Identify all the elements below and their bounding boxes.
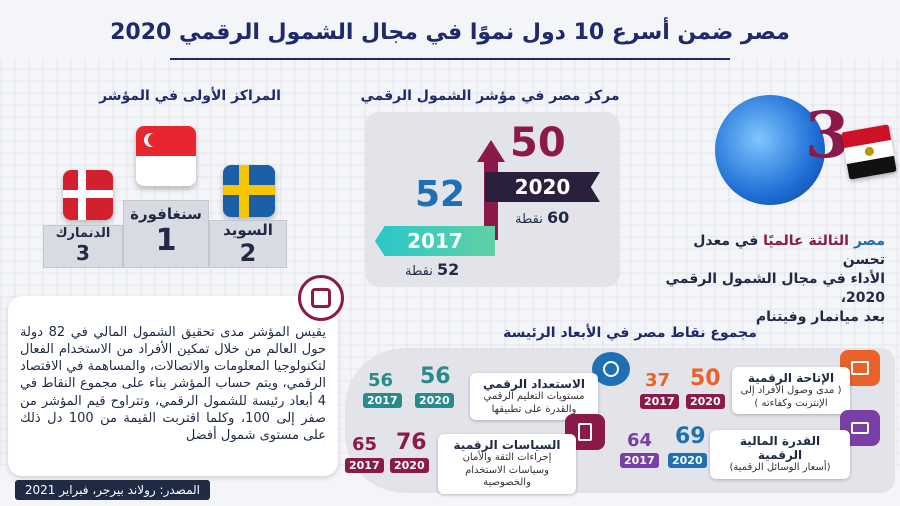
accessibility-title: الإتاحة الرقمية xyxy=(747,371,835,385)
affordability-2017-value: 64 xyxy=(627,430,653,451)
egypt-flag-icon xyxy=(841,124,897,180)
page-title: مصر ضمن أسرع 10 دول نموًا في مجال الشمول… xyxy=(110,20,790,45)
source-label: المصدر: رولاند بيرجر، فبراير 2021 xyxy=(14,480,210,500)
readiness-2020-value: 56 xyxy=(420,364,451,389)
points-2020-label: نقطة xyxy=(515,212,543,227)
sweden-flag-icon xyxy=(223,165,275,217)
accessibility-2020-value: 50 xyxy=(690,366,721,391)
readiness-2017-value: 56 xyxy=(368,370,394,391)
accessibility-2017-value: 37 xyxy=(645,370,671,391)
readiness-box: الاستعداد الرقمي مستويات التعليم الرقمي … xyxy=(470,373,598,420)
affordability-2020-value: 69 xyxy=(675,424,706,449)
policy-2017-value: 65 xyxy=(352,434,378,455)
readiness-icon xyxy=(592,352,630,386)
policy-2020-year: 2020 xyxy=(390,458,429,473)
egypt-rank-panel: 50 2020 60 نقطة 52 2017 52 نقطة xyxy=(365,112,620,287)
globe-icon xyxy=(715,95,825,205)
second-country: السويد xyxy=(223,221,273,239)
points-2020-row: 60 نقطة xyxy=(515,208,569,227)
readiness-sub: مستويات التعليم الرقمي والقدرة على تطبيق… xyxy=(483,391,585,415)
affordability-2020-year: 2020 xyxy=(668,453,707,468)
accessibility-2020-year: 2020 xyxy=(686,394,725,409)
highlight-line2: الأداء في مجال الشمول الرقمي 2020، xyxy=(665,270,885,306)
policy-2017-year: 2017 xyxy=(345,458,384,473)
affordability-2017-year: 2017 xyxy=(620,453,659,468)
podium-step-second: السويد 2 xyxy=(209,220,287,268)
third-country: الدنمارك xyxy=(55,226,111,241)
points-2017-label: نقطة xyxy=(405,264,433,279)
accessibility-2017-year: 2017 xyxy=(640,394,679,409)
third-rank: 3 xyxy=(76,241,90,265)
year-2020-ribbon: 2020 xyxy=(485,172,600,202)
readiness-2020-year: 2020 xyxy=(415,393,454,408)
first-rank: 1 xyxy=(155,223,177,258)
ranking-heading: المراكز الأولى في المؤشر xyxy=(99,88,281,104)
egypt-rank-heading: مركز مصر في مؤشر الشمول الرقمي xyxy=(360,88,620,104)
policy-title: السياسات الرقمية xyxy=(453,438,561,452)
podium-step-first: سنغافورة 1 xyxy=(123,200,209,268)
highlight-line3: بعد ميانمار وفيتنام xyxy=(755,308,885,325)
podium: سنغافورة 1 السويد 2 الدنمارك 3 xyxy=(38,120,288,270)
highlight-lead: مصر xyxy=(853,233,885,249)
dimensions-heading: مجموع نقاط مصر في الأبعاد الرئيسة xyxy=(503,325,757,341)
denmark-flag-icon xyxy=(63,170,113,220)
rank-2017: 52 xyxy=(415,174,466,215)
second-rank: 2 xyxy=(239,239,257,267)
points-2017-row: 52 نقطة xyxy=(405,260,459,279)
affordability-sub: (أسعار الوسائل الرقمية) xyxy=(729,462,831,473)
readiness-title: الاستعداد الرقمي xyxy=(482,377,586,391)
highlight-text: مصر الثالثة عالميًا في معدل تحسن الأداء … xyxy=(650,232,885,326)
accessibility-box: الإتاحة الرقمية ( مدى وصول الأفراد إلى ا… xyxy=(732,367,850,414)
rank-2020: 50 xyxy=(510,120,566,166)
network-hand-icon xyxy=(298,275,344,321)
policy-2020-value: 76 xyxy=(396,430,427,455)
highlight-line1: في معدل تحسن xyxy=(693,233,885,268)
highlight-lead-rest: الثالثة عالميًا xyxy=(763,233,849,249)
podium-step-third: الدنمارك 3 xyxy=(43,225,123,268)
first-country: سنغافورة xyxy=(130,205,202,223)
up-arrow-icon xyxy=(477,140,505,162)
title-underline xyxy=(170,58,730,60)
readiness-2017-year: 2017 xyxy=(363,393,402,408)
year-2017-ribbon: 2017 xyxy=(375,226,495,256)
points-2017: 52 xyxy=(436,260,460,279)
policy-box: السياسات الرقمية إجراءات الثقة والأمان و… xyxy=(438,434,576,494)
description-panel: يقيس المؤشر مدى تحقيق الشمول المالي في 8… xyxy=(8,296,338,476)
accessibility-sub: ( مدى وصول الأفراد إلى الإنترنت وكفاءته … xyxy=(740,385,842,409)
singapore-flag-icon xyxy=(136,126,196,186)
policy-sub: إجراءات الثقة والأمان وسياسات الاستخدام … xyxy=(462,452,552,488)
description-text: يقيس المؤشر مدى تحقيق الشمول المالي في 8… xyxy=(19,325,326,443)
points-2020: 60 xyxy=(546,208,570,227)
affordability-box: القدرة المالية الرقمية (أسعار الوسائل ال… xyxy=(710,430,850,479)
affordability-title: القدرة المالية الرقمية xyxy=(739,434,821,462)
